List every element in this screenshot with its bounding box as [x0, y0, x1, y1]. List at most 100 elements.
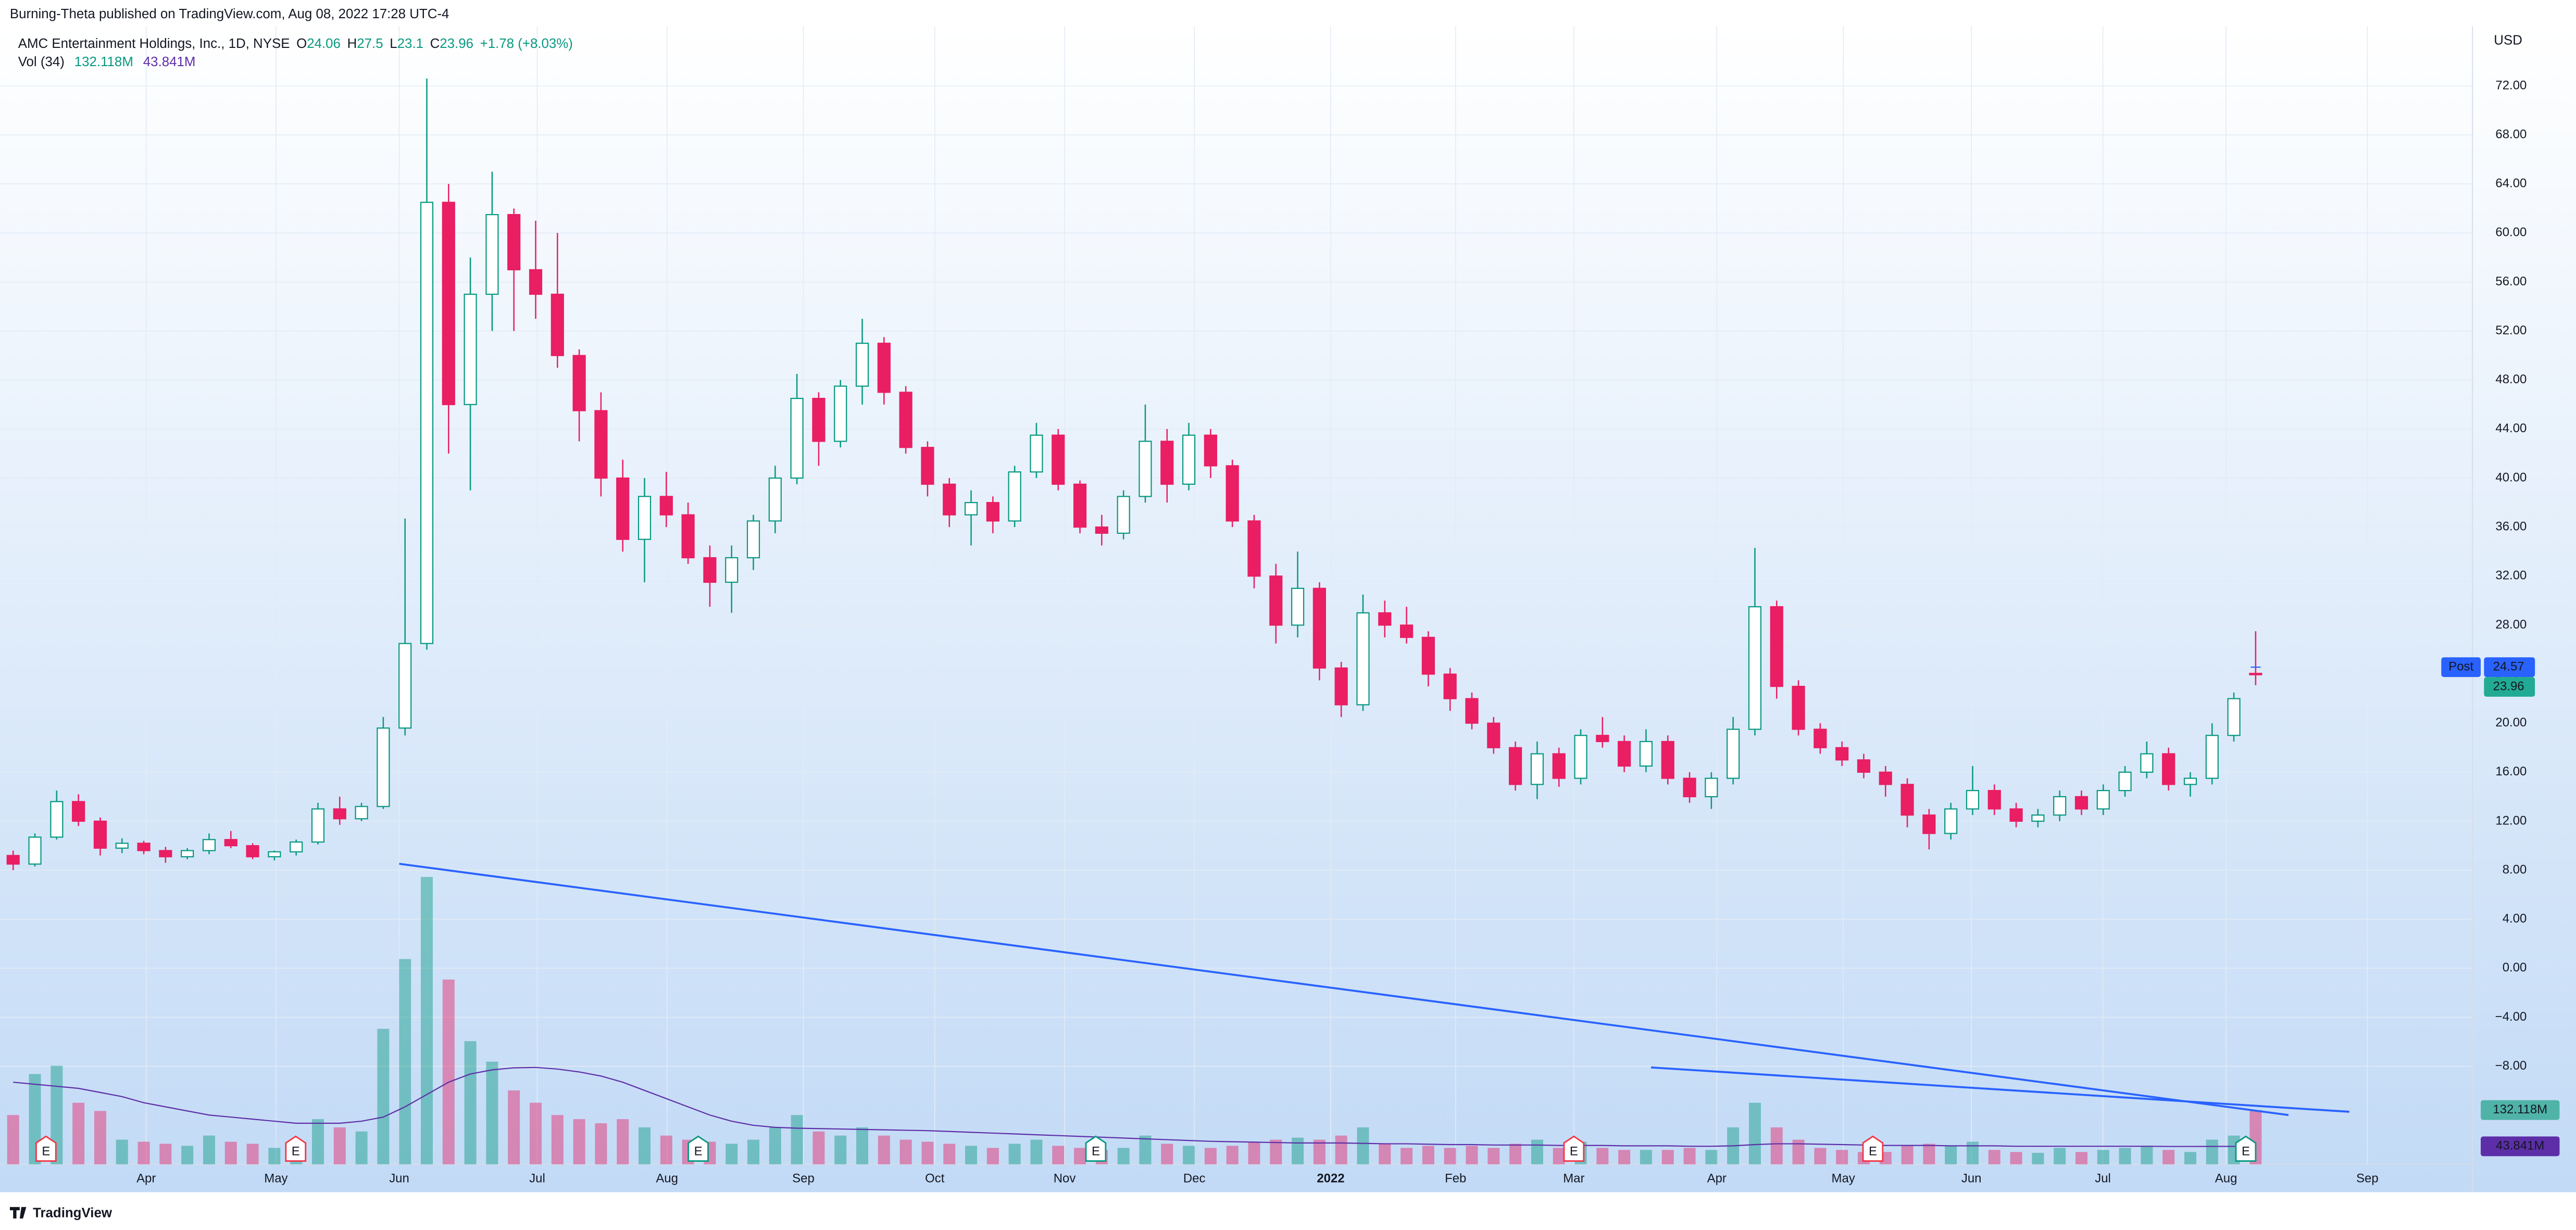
candles: [6, 78, 2262, 871]
volume-bar: [1226, 1146, 1239, 1164]
candle-body: [1465, 698, 1479, 724]
candle-body: [1378, 612, 1392, 626]
x-tick-label: Aug: [656, 1172, 678, 1186]
legend-value: 24.06: [307, 36, 341, 51]
volume-bar: [573, 1119, 585, 1164]
candle-body: [464, 293, 477, 405]
volume-bar: [51, 1065, 63, 1164]
x-tick-label: Sep: [2356, 1172, 2379, 1186]
volume-bar: [2162, 1150, 2175, 1164]
earnings-badge: [687, 1135, 709, 1162]
volume-bar: [137, 1141, 150, 1164]
volume-ma-value-label: 43.841M: [2496, 1139, 2544, 1153]
candle-body: [2074, 796, 2089, 810]
y-tick-label: 40.00: [2495, 470, 2527, 484]
volume-bar: [1357, 1127, 1369, 1164]
candle-body: [1944, 808, 1958, 834]
candle-body: [2096, 790, 2110, 810]
candle-body: [2227, 698, 2241, 736]
volume-bar: [1748, 1102, 1761, 1164]
candle-body: [1073, 483, 1087, 528]
volume-bar: [726, 1144, 738, 1164]
candle-body: [2205, 735, 2219, 779]
volume-bar: [1139, 1135, 1152, 1164]
x-tick-label: Dec: [1183, 1172, 1206, 1186]
candle-body: [1443, 673, 1457, 699]
volume-bar: [2075, 1152, 2087, 1164]
candle-body: [1596, 735, 1609, 743]
candle-body: [2140, 753, 2154, 773]
legend-value: 23.96: [440, 36, 473, 51]
candle-body: [1552, 753, 1566, 779]
candle-body: [1008, 471, 1021, 522]
volume-bar: [899, 1139, 912, 1164]
candle-body: [159, 850, 172, 858]
candle-body: [115, 843, 129, 849]
volume-bar: [2141, 1146, 2153, 1164]
volume-bar: [943, 1144, 956, 1164]
earnings-badge: [35, 1135, 57, 1162]
earnings-label: E: [1570, 1145, 1578, 1159]
volume-value-box: [2481, 1100, 2560, 1120]
volume-bar: [1270, 1139, 1282, 1164]
candle-body: [507, 214, 521, 271]
candle-body: [377, 727, 390, 807]
x-tick-label: Sep: [792, 1172, 815, 1186]
volume-bar: [486, 1061, 498, 1164]
y-tick-label: 44.00: [2495, 421, 2527, 435]
volume-bar: [1400, 1148, 1413, 1164]
candle-body: [1356, 612, 1370, 706]
x-tick-label: Mar: [1563, 1172, 1584, 1186]
candle-body: [72, 801, 85, 822]
volume-bar: [159, 1144, 172, 1164]
candle-body: [1226, 465, 1239, 522]
candle-body: [594, 410, 608, 479]
candle-body: [746, 520, 760, 559]
volume-bar: [1792, 1139, 1805, 1164]
volume-bar: [1966, 1141, 1979, 1164]
volume-bar: [2206, 1139, 2218, 1164]
candle-body: [268, 851, 281, 858]
volume-title: Vol (34): [18, 55, 65, 69]
axes: −8.00 −4.00 0.00 4.00 8.00 12.00 16.00 20.00 24.…: [136, 78, 2560, 1186]
candle-body: [1291, 587, 1305, 626]
volume-pane: [7, 876, 2262, 1164]
volume-bar: [1008, 1144, 1021, 1164]
candle-body: [1574, 735, 1587, 779]
candle-body: [1204, 434, 1217, 467]
volume-bar: [791, 1115, 803, 1164]
candle-body: [1117, 496, 1130, 534]
candle-body: [246, 845, 259, 858]
volume-bar: [1683, 1148, 1696, 1164]
symbol-title: AMC Entertainment Holdings, Inc., 1D, NY…: [18, 36, 290, 51]
volume-bar: [1836, 1150, 1848, 1164]
post-tag-box: [2441, 657, 2481, 677]
candle-body: [703, 557, 717, 583]
candle-body: [1312, 587, 1326, 669]
candle-body: [181, 850, 194, 858]
x-tick-label: Jun: [389, 1172, 409, 1186]
close-price-label: 23.96: [2493, 679, 2524, 693]
candle-body: [768, 477, 782, 522]
post-price-label: 24.57: [2493, 659, 2524, 673]
volume-bar: [203, 1135, 215, 1164]
candle-body: [1683, 777, 1696, 797]
volume-bar: [1444, 1148, 1456, 1164]
y-tick-label: −8.00: [2495, 1059, 2527, 1073]
candle-body: [1052, 434, 1065, 485]
x-tick-label: Apr: [136, 1172, 156, 1186]
volume-bar: [1074, 1148, 1086, 1164]
candle-body: [2031, 814, 2045, 822]
candle-body: [1857, 759, 1871, 773]
volume-bar: [834, 1135, 847, 1164]
candle-body: [2118, 771, 2132, 792]
y-tick-label: 68.00: [2495, 127, 2527, 141]
volume-bar: [1553, 1148, 1565, 1164]
volume-bar: [878, 1135, 890, 1164]
volume-bar: [355, 1131, 368, 1164]
candle-body: [202, 839, 216, 851]
candle-body: [1247, 520, 1261, 577]
volume-bar: [1313, 1139, 1325, 1164]
candle-body: [877, 343, 891, 393]
candle-body: [28, 836, 42, 865]
